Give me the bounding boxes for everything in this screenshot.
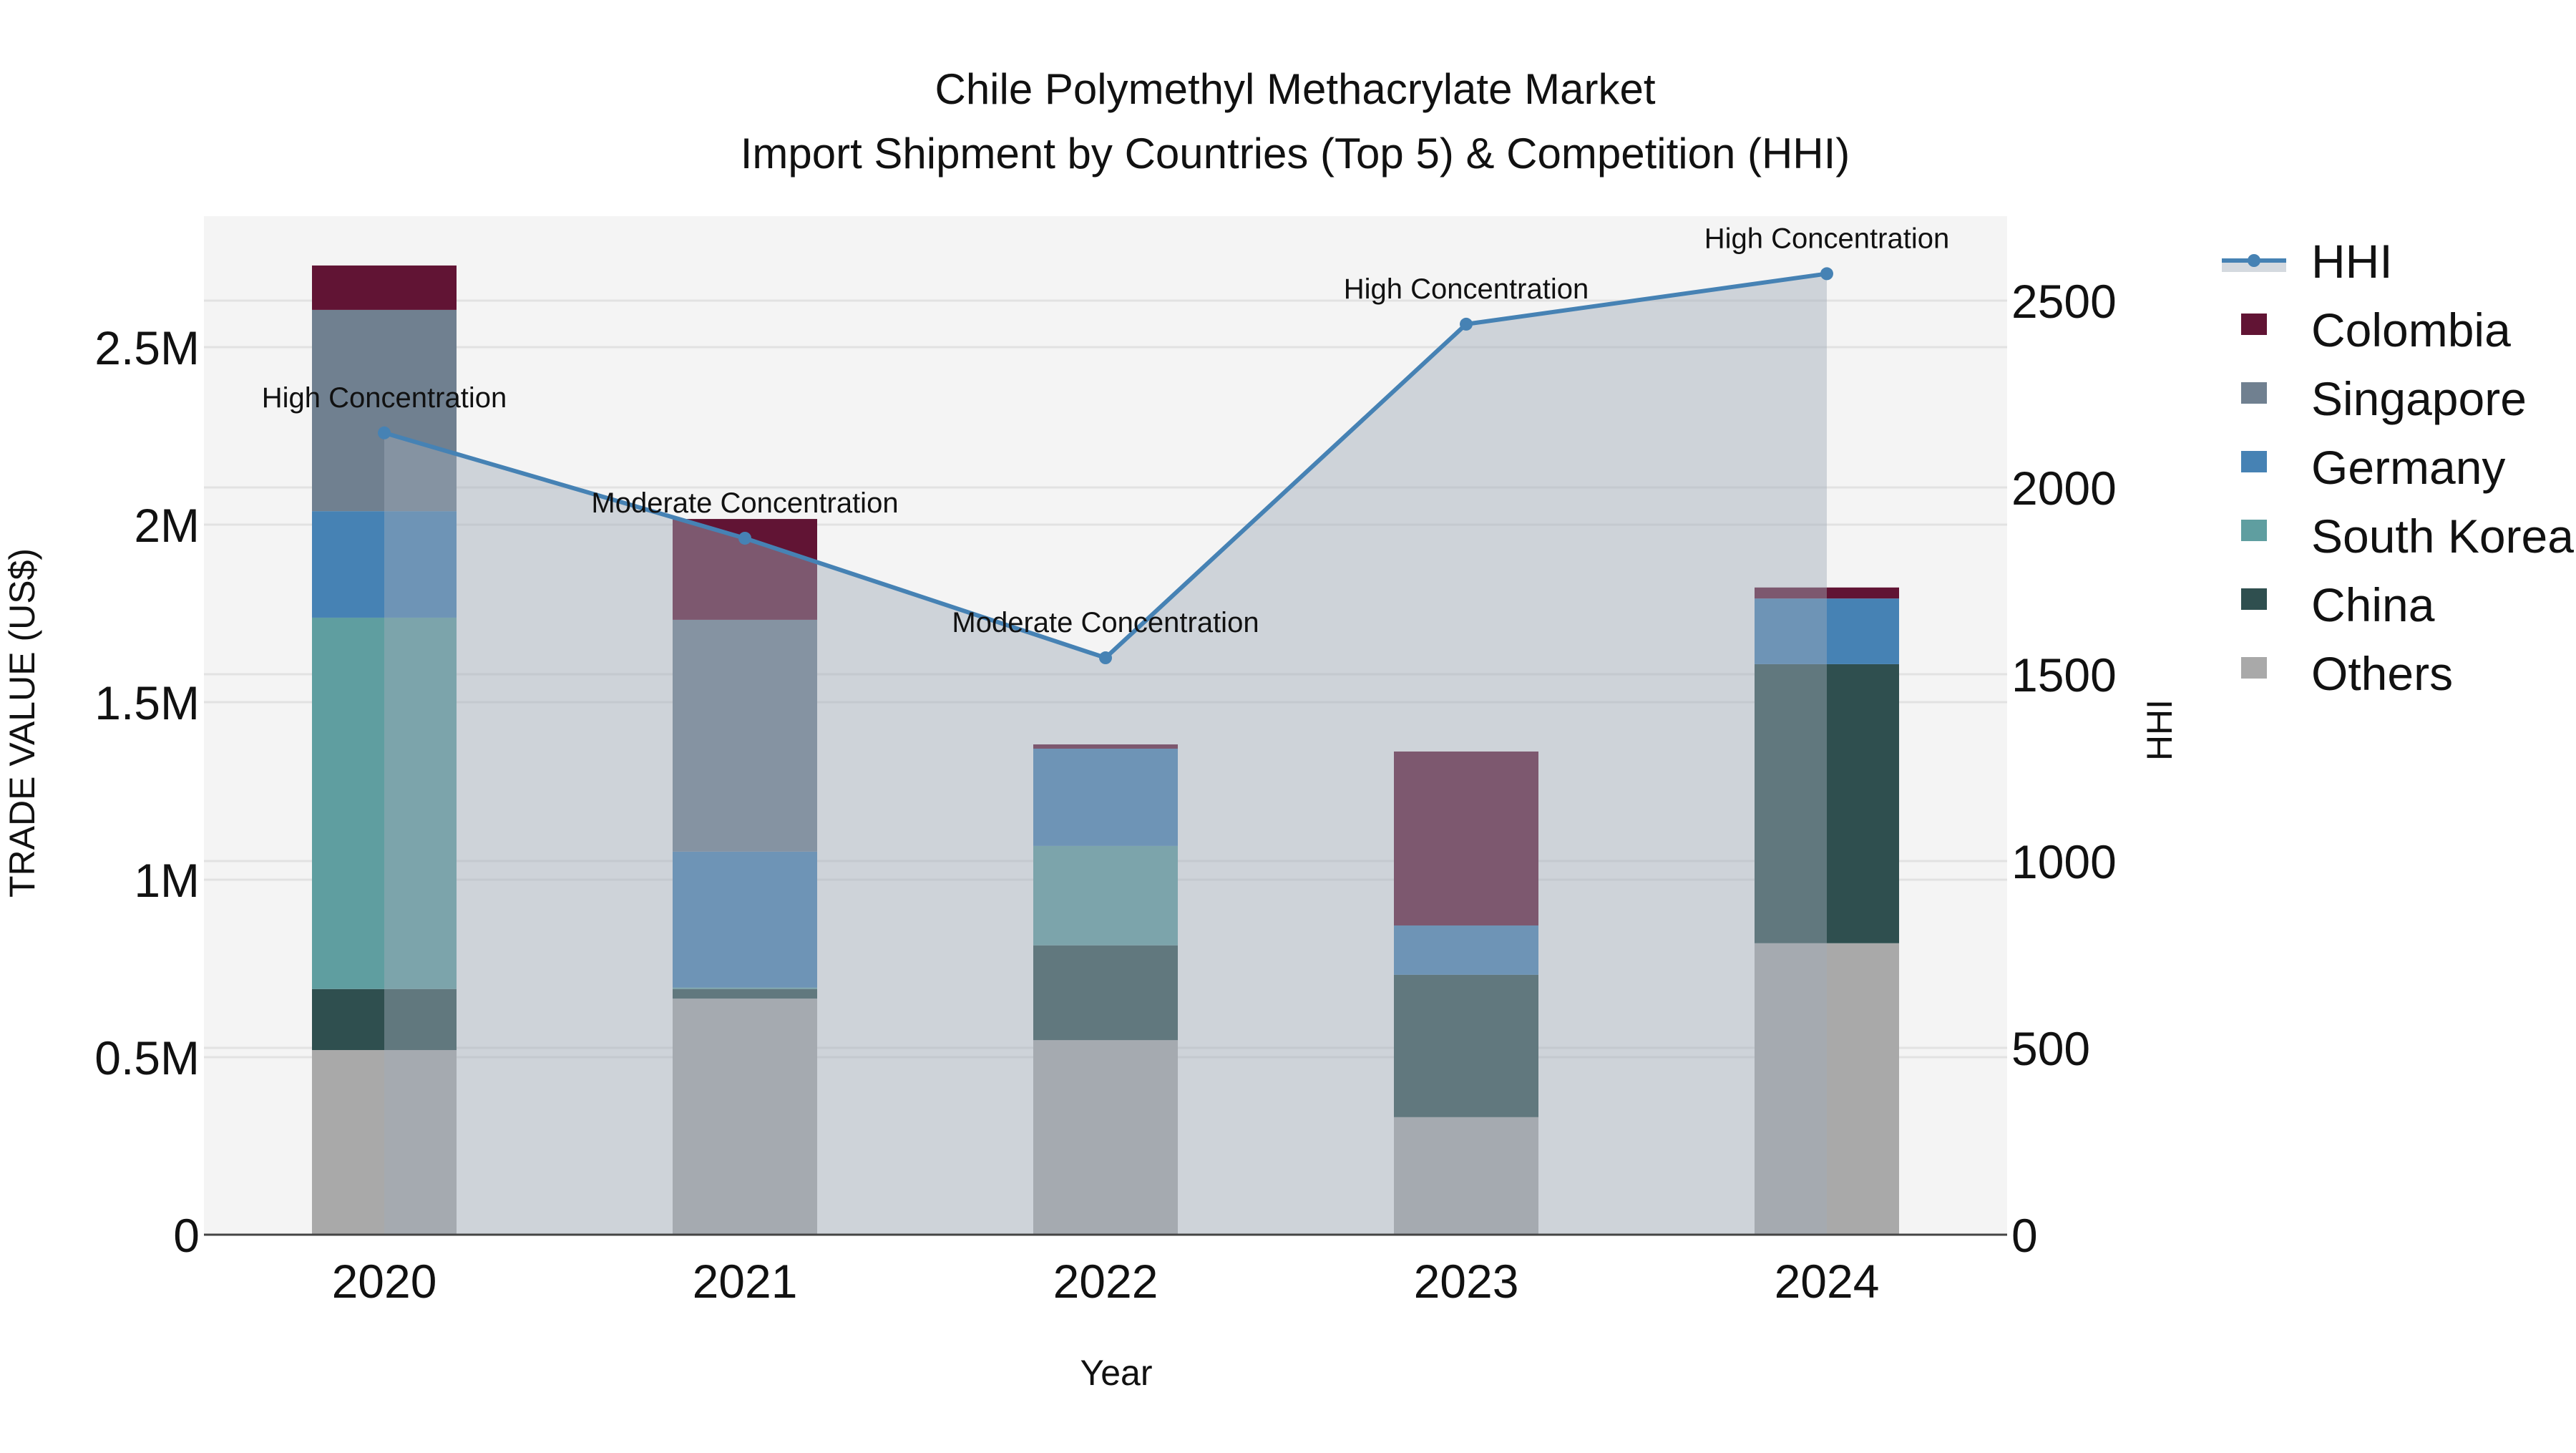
legend-label: China [2311,578,2435,631]
bar-segment-others[interactable] [1394,1117,1538,1235]
hhi-annotation: High Concentration [262,382,507,414]
y-left-tick-label: 0.5M [94,1031,200,1084]
bar-segment-china[interactable] [1394,974,1538,1117]
legend: HHI Colombia Singapore Germany South Korea Ch… [2222,235,2574,700]
x-tick-label: 2023 [1414,1255,1519,1308]
hhi-annotation: High Concentration [1704,223,1949,254]
hhi-annotation: Moderate Concentration [591,487,898,519]
stacked-bars [312,265,1899,1235]
bar-segment-others[interactable] [1755,943,1899,1235]
x-axis-title: Year [1080,1353,1152,1393]
bar-segment-china[interactable] [1755,664,1899,943]
legend-label: Others [2311,647,2453,700]
bar-segment-colombia[interactable] [312,265,457,310]
bar-segment-singapore[interactable] [673,619,817,852]
bar-segment-south-korea[interactable] [673,987,817,989]
hhi-area-fill [384,273,1827,1235]
hhi-area [384,273,1827,1235]
hhi-annotation: Moderate Concentration [952,607,1259,638]
y-right-axis-title: HHI [2140,699,2180,761]
hhi-marker-2023[interactable] [1460,317,1473,331]
legend-label: South Korea [2311,510,2574,563]
bar-segment-colombia[interactable] [1033,744,1178,749]
y-left-tick-label: 2.5M [94,321,200,374]
y-left-tick-label: 1.5M [94,676,200,729]
x-tick-label: 2020 [332,1255,437,1308]
legend-item-china[interactable]: China [2241,578,2435,631]
bar-stack-2022[interactable] [1033,744,1178,1235]
y-right-tick-label: 500 [2011,1022,2090,1075]
legend-label: HHI [2311,235,2393,288]
bar-segment-others[interactable] [312,1050,457,1235]
bar-stack-2021[interactable] [673,519,817,1235]
hhi-marker-2022[interactable] [1099,651,1112,665]
y-left-tick-label: 0 [173,1209,200,1262]
bar-stack-2020[interactable] [312,265,457,1235]
x-axis-ticks: 2020 2021 2022 2023 2024 [332,1255,1880,1308]
y-right-axis-ticks: 0 500 1000 1500 2000 2500 [2011,275,2117,1262]
hhi-annotation: High Concentration [1344,273,1589,305]
bar-segment-china[interactable] [1033,945,1178,1041]
bar-segment-germany[interactable] [1755,598,1899,664]
legend-swatch-icon [2241,657,2267,679]
legend-swatch-icon [2241,382,2267,404]
bar-segment-china[interactable] [673,988,817,999]
chart-title-line1: Chile Polymethyl Methacrylate Market [935,65,1655,113]
hhi-annotations: High Concentration Moderate Concentration… [262,223,1949,638]
legend-item-hhi[interactable]: HHI [2222,235,2393,288]
bar-segment-singapore[interactable] [312,309,457,512]
y-right-tick-label: 1500 [2011,648,2117,701]
bar-segment-germany[interactable] [1033,748,1178,846]
y-left-tick-label: 2M [134,499,200,552]
legend-item-colombia[interactable]: Colombia [2241,303,2511,356]
x-tick-label: 2024 [1775,1255,1880,1308]
legend-item-singapore[interactable]: Singapore [2241,372,2527,425]
chart-title-line2: Import Shipment by Countries (Top 5) & C… [741,130,1850,178]
bar-segment-germany[interactable] [673,851,817,988]
legend-label: Colombia [2311,303,2511,356]
legend-swatch-icon [2241,588,2267,610]
bar-segment-germany[interactable] [1394,925,1538,975]
hhi-marker-2020[interactable] [378,426,391,439]
x-tick-label: 2022 [1053,1255,1158,1308]
legend-item-germany[interactable]: Germany [2241,441,2505,494]
x-tick-label: 2021 [693,1255,798,1308]
y-left-tick-label: 1M [134,854,200,907]
legend-marker-icon [2248,254,2260,267]
legend-item-others[interactable]: Others [2241,647,2453,700]
legend-item-south-korea[interactable]: South Korea [2241,510,2574,563]
bar-stack-2023[interactable] [1394,751,1538,1235]
y-right-tick-label: 1000 [2011,835,2117,888]
legend-swatch-icon [2241,520,2267,541]
bar-segment-germany[interactable] [312,511,457,618]
bar-segment-colombia[interactable] [1755,587,1899,599]
bar-segment-china[interactable] [312,988,457,1051]
y-left-axis-ticks: 0 0.5M 1M 1.5M 2M 2.5M [94,321,200,1262]
bar-segment-colombia[interactable] [1394,751,1538,925]
y-right-tick-label: 2000 [2011,462,2117,515]
bar-segment-others[interactable] [1033,1040,1178,1235]
legend-swatch-icon [2241,451,2267,472]
bar-segment-south-korea[interactable] [1033,845,1178,946]
hhi-marker-2024[interactable] [1820,267,1833,281]
legend-label: Germany [2311,441,2505,494]
y-right-tick-label: 2500 [2011,275,2117,328]
hhi-line [378,267,1833,665]
bar-stack-2024[interactable] [1755,587,1899,1235]
y-left-axis-title: TRADE VALUE (US$) [2,548,42,898]
hhi-marker-2021[interactable] [738,531,751,545]
y-right-tick-label: 0 [2011,1209,2038,1262]
bar-segment-south-korea[interactable] [312,617,457,989]
bar-segment-others[interactable] [673,998,817,1235]
legend-swatch-icon [2241,314,2267,335]
legend-label: Singapore [2311,372,2527,425]
